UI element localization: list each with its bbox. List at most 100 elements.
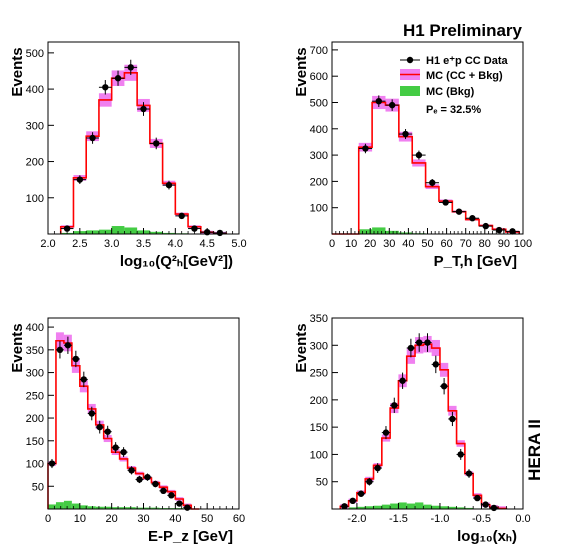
xh-xtick-label: 0.0 xyxy=(515,513,530,525)
xh-data-point xyxy=(481,501,489,507)
xh-ytick-label: 350 xyxy=(310,313,328,325)
q2-data-point xyxy=(99,80,112,94)
pt-xtick-label: 50 xyxy=(421,238,433,250)
epz-xtick-label: 30 xyxy=(137,513,149,525)
q2-ytick-label: 200 xyxy=(26,157,44,169)
xh-data-point xyxy=(349,498,357,504)
xh-bkg-bar xyxy=(382,505,390,509)
legend-mc-total-label: MC (CC + Bkg) xyxy=(426,70,503,82)
pt-xtick-label: 60 xyxy=(440,238,452,250)
pt-ytick-label: 100 xyxy=(310,203,328,215)
epz-xtick-label: 10 xyxy=(74,513,86,525)
xh-bkg-bar xyxy=(390,504,398,509)
q2-xtick-label: 3.5 xyxy=(136,238,151,250)
epz-ylabel: Events xyxy=(9,323,26,372)
epz-ytick-label: 150 xyxy=(26,436,44,448)
xh-xtick-label: -1.5 xyxy=(389,513,408,525)
legend-bkg-swatch xyxy=(400,86,420,96)
pt-ytick-label: 300 xyxy=(310,150,328,162)
q2-xlabel: log₁₀(Q²ₕ[GeV²]) xyxy=(120,253,233,270)
hera-label: HERA II xyxy=(525,419,544,481)
xh-bkg-bar xyxy=(398,502,406,509)
xh-xtick-label: -2.0 xyxy=(347,513,366,525)
epz-xtick-label: 60 xyxy=(233,513,245,525)
pt-xtick-label: 40 xyxy=(402,238,414,250)
pt-xlabel: P_T,h [GeV] xyxy=(434,253,517,270)
xh-ytick-label: 100 xyxy=(310,449,328,461)
xh-data-point xyxy=(432,356,440,373)
epz-bkg-bar xyxy=(64,501,72,509)
q2-xtick-label: 4.0 xyxy=(168,238,183,250)
xh-data-point xyxy=(465,469,473,478)
legend-polarization: Pₑ = 32.5% xyxy=(426,104,481,116)
q2-mc-line xyxy=(61,73,227,234)
legend: H1 e⁺p CC Data MC (CC + Bkg) MC (Bkg) Pₑ… xyxy=(400,55,508,116)
xh-xlabel: log₁₀(xₕ) xyxy=(457,528,517,545)
q2-ytick-label: 500 xyxy=(26,48,44,60)
xh-data-point xyxy=(440,378,448,394)
q2-ylabel: Events xyxy=(9,47,26,96)
legend-bkg-label: MC (Bkg) xyxy=(426,86,475,98)
epz-ytick-label: 200 xyxy=(26,413,44,425)
panel-epz: 0 10 20 30 40 50 60 50 100 150 200 250 300 350 400 E-P_… xyxy=(9,318,245,545)
epz-data-point xyxy=(120,447,128,457)
epz-ytick-label: 350 xyxy=(26,345,44,357)
pt-ytick-label: 400 xyxy=(310,124,328,136)
pt-xtick-label: 90 xyxy=(498,238,510,250)
q2-xtick-label: 3.0 xyxy=(104,238,119,250)
pt-ytick-label: 600 xyxy=(310,71,328,83)
epz-frame xyxy=(48,318,239,509)
epz-ytick-label: 250 xyxy=(26,390,44,402)
q2-frame xyxy=(48,42,239,234)
epz-xtick-label: 50 xyxy=(201,513,213,525)
pt-ylabel: Events xyxy=(293,47,310,96)
pt-xtick-label: 30 xyxy=(383,238,395,250)
pt-ytick-label: 500 xyxy=(310,97,328,109)
xh-xtick-label: -0.5 xyxy=(472,513,491,525)
pt-ytick-label: 200 xyxy=(310,176,328,188)
pt-xtick-label: 100 xyxy=(514,238,532,250)
pt-mc-line xyxy=(332,102,519,234)
xh-data-point xyxy=(457,449,465,460)
epz-ytick-label: 50 xyxy=(32,481,44,493)
pt-xtick-label: 10 xyxy=(345,238,357,250)
epz-xtick-label: 40 xyxy=(169,513,181,525)
xh-ytick-label: 200 xyxy=(310,395,328,407)
epz-xtick-label: 20 xyxy=(106,513,118,525)
pt-ytick-label: 700 xyxy=(310,45,328,57)
xh-ytick-label: 50 xyxy=(316,477,328,489)
pt-data-point xyxy=(479,223,492,229)
epz-ytick-label: 300 xyxy=(26,368,44,380)
pt-data-point xyxy=(452,208,465,214)
q2-ytick-label: 400 xyxy=(26,84,44,96)
pt-xtick-label: 70 xyxy=(460,238,472,250)
xh-ytick-label: 150 xyxy=(310,422,328,434)
pt-xtick-label: 80 xyxy=(479,238,491,250)
epz-mc-line xyxy=(48,341,199,509)
legend-data-label: H1 e⁺p CC Data xyxy=(426,55,508,67)
xh-bkg-bar xyxy=(407,504,415,509)
q2-xtick-label: 2.0 xyxy=(40,238,55,250)
epz-data-point xyxy=(175,500,183,506)
epz-data-point xyxy=(136,476,144,483)
epz-bkg-bar xyxy=(56,502,64,509)
pt-data-point xyxy=(412,151,425,160)
q2-xtick-label: 4.5 xyxy=(200,238,215,250)
xh-ylabel: Events xyxy=(293,323,310,372)
q2-xtick-label: 5.0 xyxy=(231,238,246,250)
xh-bkg-bar xyxy=(423,505,431,509)
panel-xh: -2.0 -1.5 -1.0 -0.5 0.0 50 100 150 200 250 300 350 l… xyxy=(293,313,531,545)
q2-ytick-label: 100 xyxy=(26,193,44,205)
q2-ytick-label: 300 xyxy=(26,120,44,132)
epz-ytick-label: 100 xyxy=(26,459,44,471)
pt-xtick-label: 20 xyxy=(364,238,376,250)
epz-xtick-label: 0 xyxy=(45,513,51,525)
epz-xlabel: E-P_z [GeV] xyxy=(148,528,233,545)
xh-xtick-label: -1.0 xyxy=(430,513,449,525)
xh-ytick-label: 250 xyxy=(310,368,328,380)
epz-ytick-label: 400 xyxy=(26,322,44,334)
pt-xtick-label: 0 xyxy=(329,238,335,250)
xh-ytick-label: 300 xyxy=(310,340,328,352)
